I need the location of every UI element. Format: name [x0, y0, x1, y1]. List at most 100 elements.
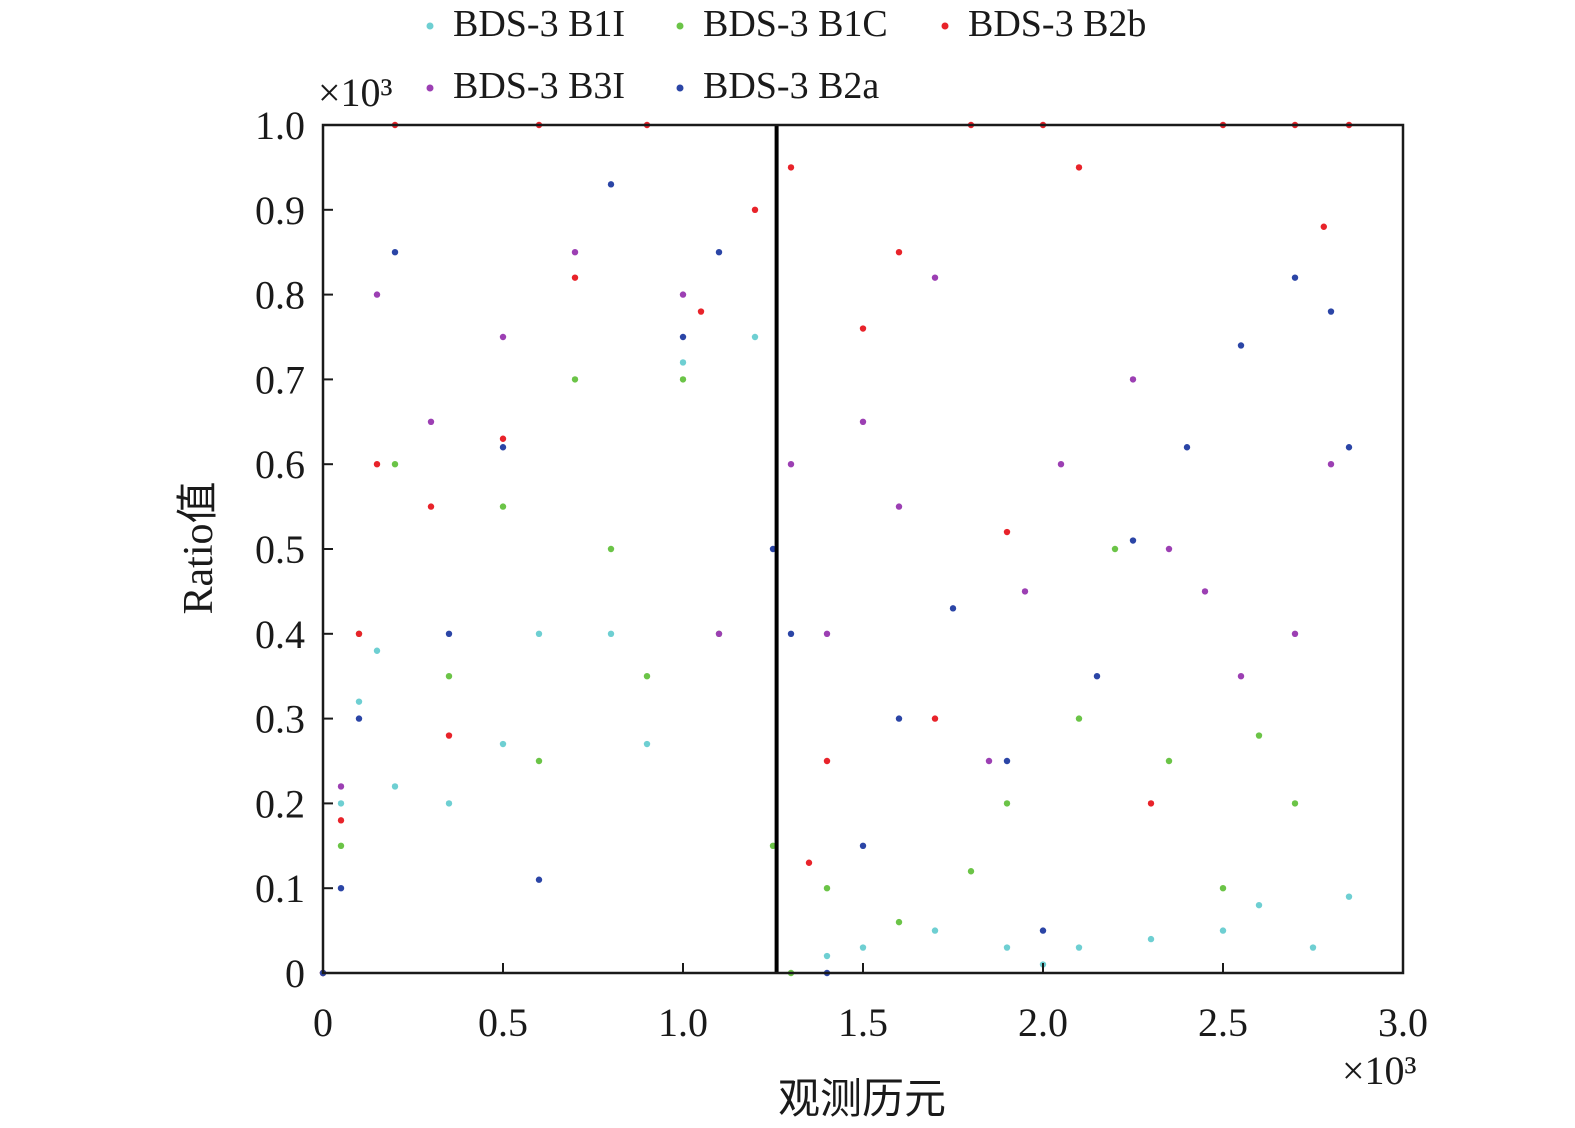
data-point [949, 605, 957, 612]
data-point [679, 376, 687, 383]
y-tick-label: 0.4 [255, 612, 305, 657]
data-point [823, 885, 831, 892]
data-point [679, 359, 687, 366]
data-point [751, 333, 759, 341]
data-point [1165, 545, 1173, 553]
data-point [1291, 630, 1299, 637]
data-point [679, 291, 687, 298]
data-point [967, 868, 975, 875]
data-point [1237, 342, 1245, 349]
data-point [607, 181, 615, 188]
plot-points [319, 121, 1353, 977]
data-point [1147, 800, 1155, 807]
data-point [1291, 800, 1299, 807]
x-axis: 0 0.5 1.0 1.5 2.0 2.5 3.0 [313, 963, 1428, 1045]
data-point [1003, 757, 1011, 765]
legend-marker [941, 22, 949, 30]
data-point [805, 859, 813, 866]
data-point [985, 757, 993, 765]
legend-label: BDS-3 B2b [968, 3, 1146, 45]
data-point [643, 740, 651, 748]
data-point [859, 325, 867, 332]
x-scale-label: ×10³ [1342, 1048, 1417, 1093]
legend-item: BDS-3 B2b [941, 3, 1146, 45]
data-point [1111, 545, 1119, 553]
data-point [931, 274, 939, 281]
data-point [1129, 376, 1137, 383]
y-tick-label: 0.2 [255, 781, 305, 826]
legend-item: BDS-3 B1I [426, 3, 625, 45]
data-point [1003, 528, 1011, 536]
data-point [571, 376, 579, 383]
data-point [823, 952, 831, 960]
data-point [427, 418, 435, 425]
data-point [1201, 588, 1209, 595]
x-tick-label: 0.5 [478, 1000, 528, 1045]
data-point [823, 757, 831, 765]
data-point [1345, 444, 1353, 451]
data-point [895, 503, 903, 510]
data-point [499, 444, 507, 451]
data-point [697, 308, 705, 315]
data-point [535, 757, 543, 765]
y-tick-label: 0 [285, 951, 305, 996]
data-point [715, 630, 723, 637]
data-point [1183, 444, 1191, 451]
data-point [1327, 308, 1335, 315]
y-tick-label: 0.6 [255, 442, 305, 487]
legend-marker [676, 84, 684, 92]
data-point [337, 817, 345, 824]
data-point [607, 630, 615, 637]
data-point [535, 876, 543, 883]
data-point [391, 249, 399, 256]
data-point [1021, 588, 1029, 595]
data-point [445, 630, 453, 637]
data-point [607, 545, 615, 553]
data-point [1219, 927, 1227, 934]
data-point [679, 333, 687, 341]
data-point [1147, 935, 1155, 943]
data-point [859, 944, 867, 951]
data-point [355, 715, 363, 722]
legend-marker [426, 84, 434, 92]
data-point [337, 800, 345, 807]
legend-label: BDS-3 B1I [453, 3, 625, 45]
data-point [1129, 537, 1137, 544]
data-point [1075, 944, 1083, 951]
data-point [1039, 927, 1047, 934]
series-5 [319, 181, 1353, 977]
data-point [571, 274, 579, 281]
legend-marker [676, 22, 684, 30]
data-point [859, 842, 867, 849]
y-scale-label: ×10³ [318, 70, 393, 115]
data-point [1320, 223, 1328, 230]
data-point [1093, 673, 1101, 680]
data-point [445, 800, 453, 807]
data-point [931, 715, 939, 722]
data-point [499, 740, 507, 748]
data-point [1345, 893, 1353, 900]
y-tick-label: 0.7 [255, 357, 305, 402]
legend-item: BDS-3 B3I [426, 65, 625, 107]
data-point [427, 503, 435, 510]
data-point [355, 698, 363, 705]
series-4 [319, 249, 1335, 977]
y-tick-label: 1.0 [255, 103, 305, 148]
data-point [787, 461, 795, 468]
data-point [1057, 461, 1065, 468]
data-point [1309, 944, 1317, 951]
data-point [391, 783, 399, 790]
data-point [373, 291, 381, 298]
legend-item: BDS-3 B2a [676, 65, 879, 107]
data-point [643, 673, 651, 680]
y-tick-label: 0.9 [255, 188, 305, 233]
data-point [1003, 944, 1011, 951]
data-point [571, 249, 579, 256]
data-point [373, 461, 381, 468]
legend-label: BDS-3 B1C [703, 3, 888, 45]
data-point [499, 435, 507, 442]
data-point [895, 918, 903, 926]
x-tick-label: 3.0 [1378, 1000, 1428, 1045]
y-axis: 0 0.1 0.2 0.3 0.4 0.5 0.6 0.7 0.8 0.9 1.0 [255, 103, 333, 996]
data-point [715, 249, 723, 256]
